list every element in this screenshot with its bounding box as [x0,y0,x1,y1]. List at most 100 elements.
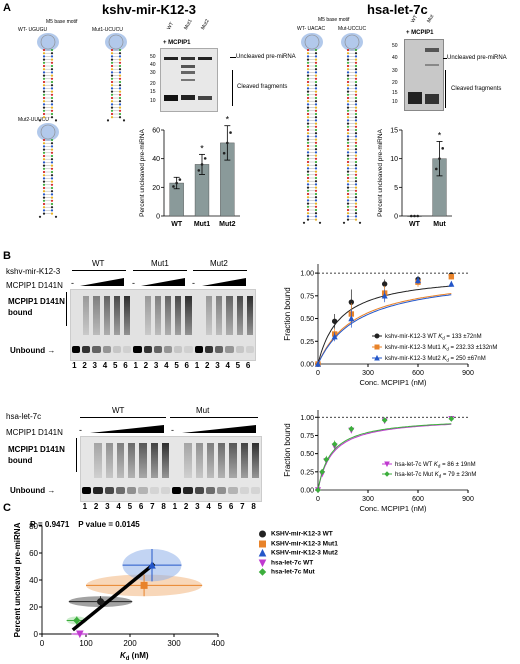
base [306,71,310,74]
base [306,93,310,96]
base [306,68,310,71]
lane-number: 3 [153,361,159,370]
base [346,154,350,157]
gel-band-unbound [250,487,260,494]
base [306,103,310,106]
base [306,154,310,157]
base [118,55,122,58]
y-axis-label: Fraction bound [283,287,292,340]
ladder-left-30: 30 [150,70,156,76]
emsa-top-bar-wt [72,270,126,271]
lane-number: 5 [174,361,179,370]
base [306,205,310,208]
base [50,106,54,109]
gel-band-bound [139,443,147,479]
data-point [140,581,148,589]
legend-glyph [258,568,267,576]
legend-marker [374,344,380,350]
x-category-label: Mut1 [194,221,210,228]
gel-band-unbound [172,487,182,494]
base [346,100,350,103]
base [306,96,310,100]
emsa-top-group-wt: WT [92,259,105,268]
base [346,119,350,122]
panel-a-right-title: hsa-let-7c [367,2,428,17]
legend-marker [374,354,380,361]
base [42,71,46,74]
legend-text: hsa-let-7c Mut [271,568,315,576]
data-point [73,616,81,625]
base [314,205,318,208]
legend-marker [259,540,266,547]
y-tick-label: 0 [34,630,39,639]
base [346,112,350,116]
base [314,144,318,148]
gel-band-bound [206,443,214,479]
x-tick-label: 900 [462,496,474,503]
base [346,212,350,215]
gel-band-unbound [183,487,193,494]
base [318,221,322,224]
lane-number: 1 [72,361,77,370]
base [110,80,114,84]
ladder-right-20: 20 [392,80,398,86]
uncleaved-label-right: Uncleaved pre-miRNA [447,55,507,61]
base [306,90,310,93]
gel-band-bound [105,443,113,479]
base [50,103,54,106]
base [42,68,46,71]
base [42,116,46,119]
base [50,161,54,164]
base [354,132,358,135]
base [346,80,350,84]
base [314,160,318,164]
base [50,87,54,90]
emsa-bot-gel [80,436,262,502]
base [314,71,318,74]
lane-number: 3 [195,502,200,511]
gel-band-unbound [239,487,249,494]
base [110,58,114,61]
data-point [226,141,229,145]
motif-title-right: M5 base motif [318,17,350,23]
lane-number: 5 [235,361,241,370]
base [354,170,358,173]
base [50,196,54,199]
x-tick-label: 300 [362,496,374,503]
legend-marker [258,548,267,557]
base [42,193,46,196]
base [50,151,54,154]
base [346,135,350,138]
x-tick-label: 900 [462,370,474,377]
base [314,173,318,176]
base [314,122,318,125]
base [50,138,54,142]
x-axis-label: Conc. MCPIP1 (nM) [359,378,427,387]
base [42,87,46,90]
base [118,109,122,112]
base [354,125,358,128]
base [346,125,350,128]
base [354,173,358,176]
hairpin-wt-right [301,33,323,224]
y-tick-label: 0 [394,214,398,221]
base [354,119,358,122]
loop [304,34,320,50]
base [42,196,46,199]
emsa-top-protein: MCPIP1 D141N [6,281,63,290]
emsa-top-wedges: - - - [71,278,246,288]
base [314,135,318,138]
data-point [414,277,422,284]
base [110,55,114,58]
base [346,116,350,119]
uncleaved-label-left: Uncleaved pre-miRNA [236,54,296,60]
ladder-left-40: 40 [150,62,156,68]
base [42,145,46,148]
base [354,84,358,87]
base [50,199,54,202]
rna-structures-right [301,33,363,224]
dash-bot-mut: - [171,425,174,435]
data-point [148,561,156,569]
gel-band-bound [205,296,213,335]
base [42,112,46,116]
